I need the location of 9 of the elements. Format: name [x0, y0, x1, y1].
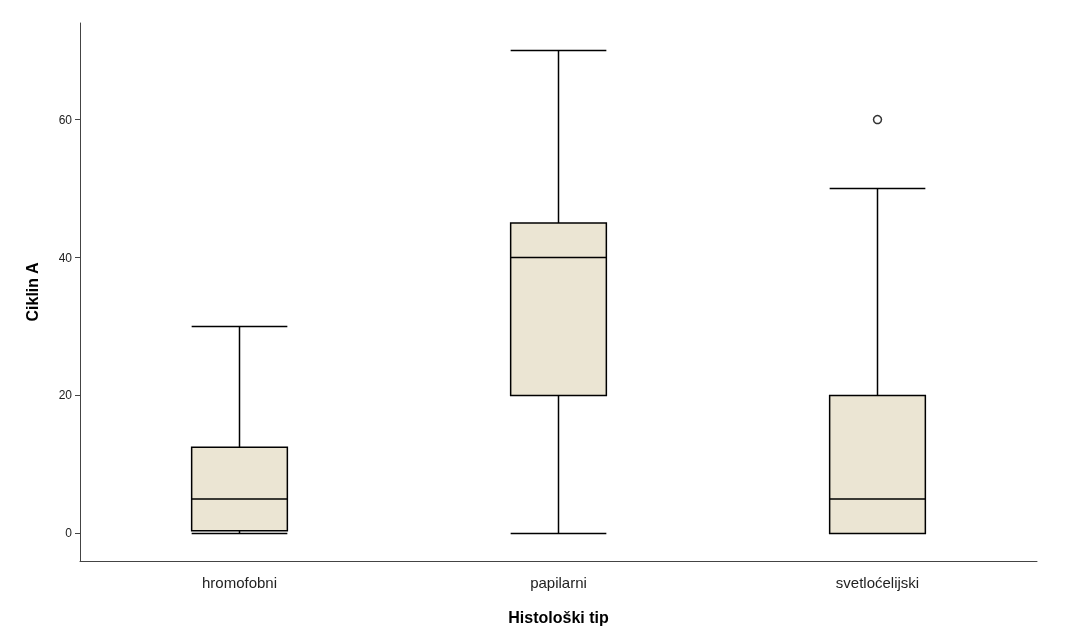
x-axis-title: Histološki tip — [508, 608, 609, 626]
y-tick-label: 60 — [58, 112, 73, 127]
y-tick-label: 20 — [58, 388, 73, 403]
y-axis-title: Ciklin A — [23, 262, 41, 322]
y-tick-label: 0 — [65, 526, 73, 541]
y-tick-label: 40 — [58, 250, 73, 265]
x-tick-label: papilarni — [530, 574, 587, 591]
x-tick-label: svetloćelijski — [835, 574, 920, 591]
x-tick-label: hromofobni — [201, 574, 278, 591]
